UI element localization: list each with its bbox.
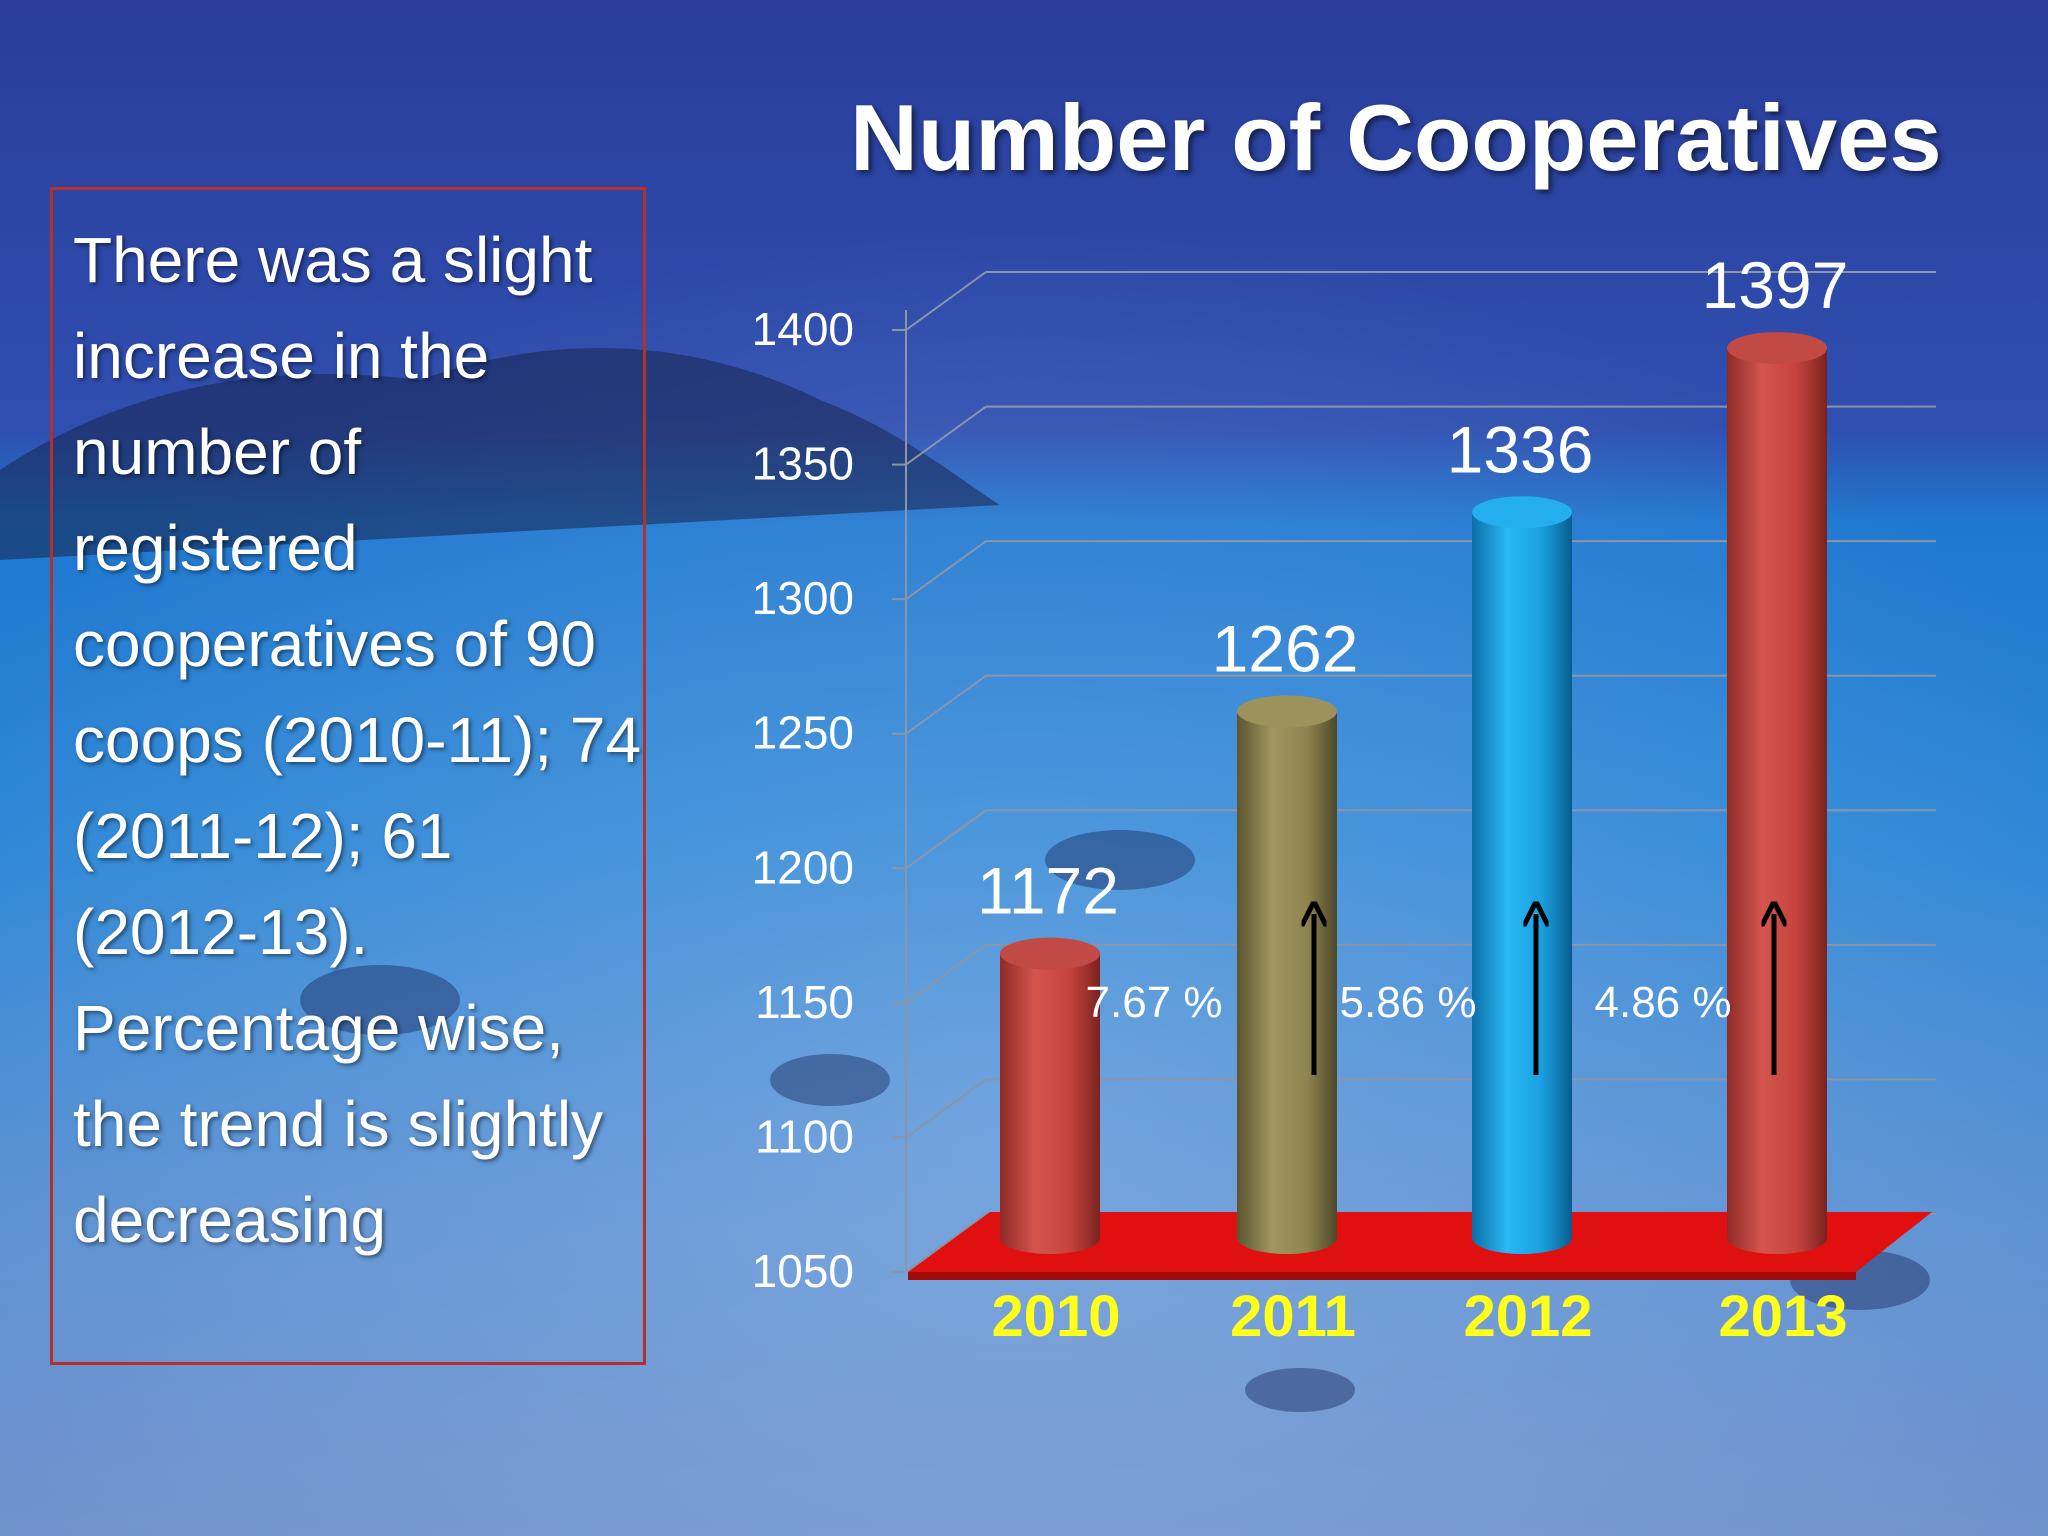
gridline [905,540,1936,600]
x-tick-label: 2011 [1230,1284,1356,1349]
gridline [905,943,1936,1004]
y-tick-label: 1150 [755,976,854,1028]
chart-labels: 1172 2010 1262 2011 1336 2012 1397 2013 7.67 % 5.… [977,248,1848,1349]
growth-percent-label: 7.67 % [1086,978,1223,1027]
value-label: 1172 [977,854,1119,928]
bar-top-2012 [1472,496,1572,529]
bar-2010 [1000,953,1100,1254]
slide-title: Number of Cooperatives [850,85,1942,190]
gridline [905,1078,1936,1139]
floor-edge [908,1272,1856,1280]
x-tick-label: 2010 [991,1284,1120,1349]
gridline [905,405,1936,466]
bar-2013 [1727,348,1827,1254]
y-axis: 1050 1100 1150 1200 1250 1300 1350 1400 [752,303,907,1297]
y-tick-label: 1350 [752,438,854,490]
bar-top-2013 [1727,332,1827,365]
y-tick-label: 1050 [752,1245,854,1297]
gridline [905,674,1936,735]
bar-2011 [1237,711,1337,1254]
value-label: 1397 [1702,248,1849,322]
growth-percent-label: 5.86 % [1340,978,1477,1027]
summary-text-box: There was a slight increase in the numbe… [50,187,646,1365]
y-tick-label: 1400 [752,303,854,355]
y-tick-label: 1250 [752,707,854,759]
y-tick-label: 1100 [755,1110,854,1162]
x-tick-label: 2012 [1463,1284,1592,1349]
growth-percent-label: 4.86 % [1595,978,1732,1027]
value-label: 1336 [1447,412,1594,486]
y-tick-label: 1200 [752,841,854,893]
gridline [905,809,1936,870]
chart-gridlines [905,271,1936,1273]
y-tick-label: 1300 [752,572,854,624]
island-silhouette [0,347,1000,560]
bar-top-2010 [1000,937,1100,970]
gridline [905,271,1936,331]
chart-bars [1000,332,1827,1254]
x-tick-label: 2013 [1718,1284,1847,1349]
chart-floor [908,1212,1932,1280]
bar-2012 [1472,512,1572,1254]
floor-top [908,1212,1932,1272]
summary-text: There was a slight increase in the numbe… [73,224,642,1256]
value-label: 1262 [1212,611,1359,685]
bar-top-2011 [1237,695,1337,728]
